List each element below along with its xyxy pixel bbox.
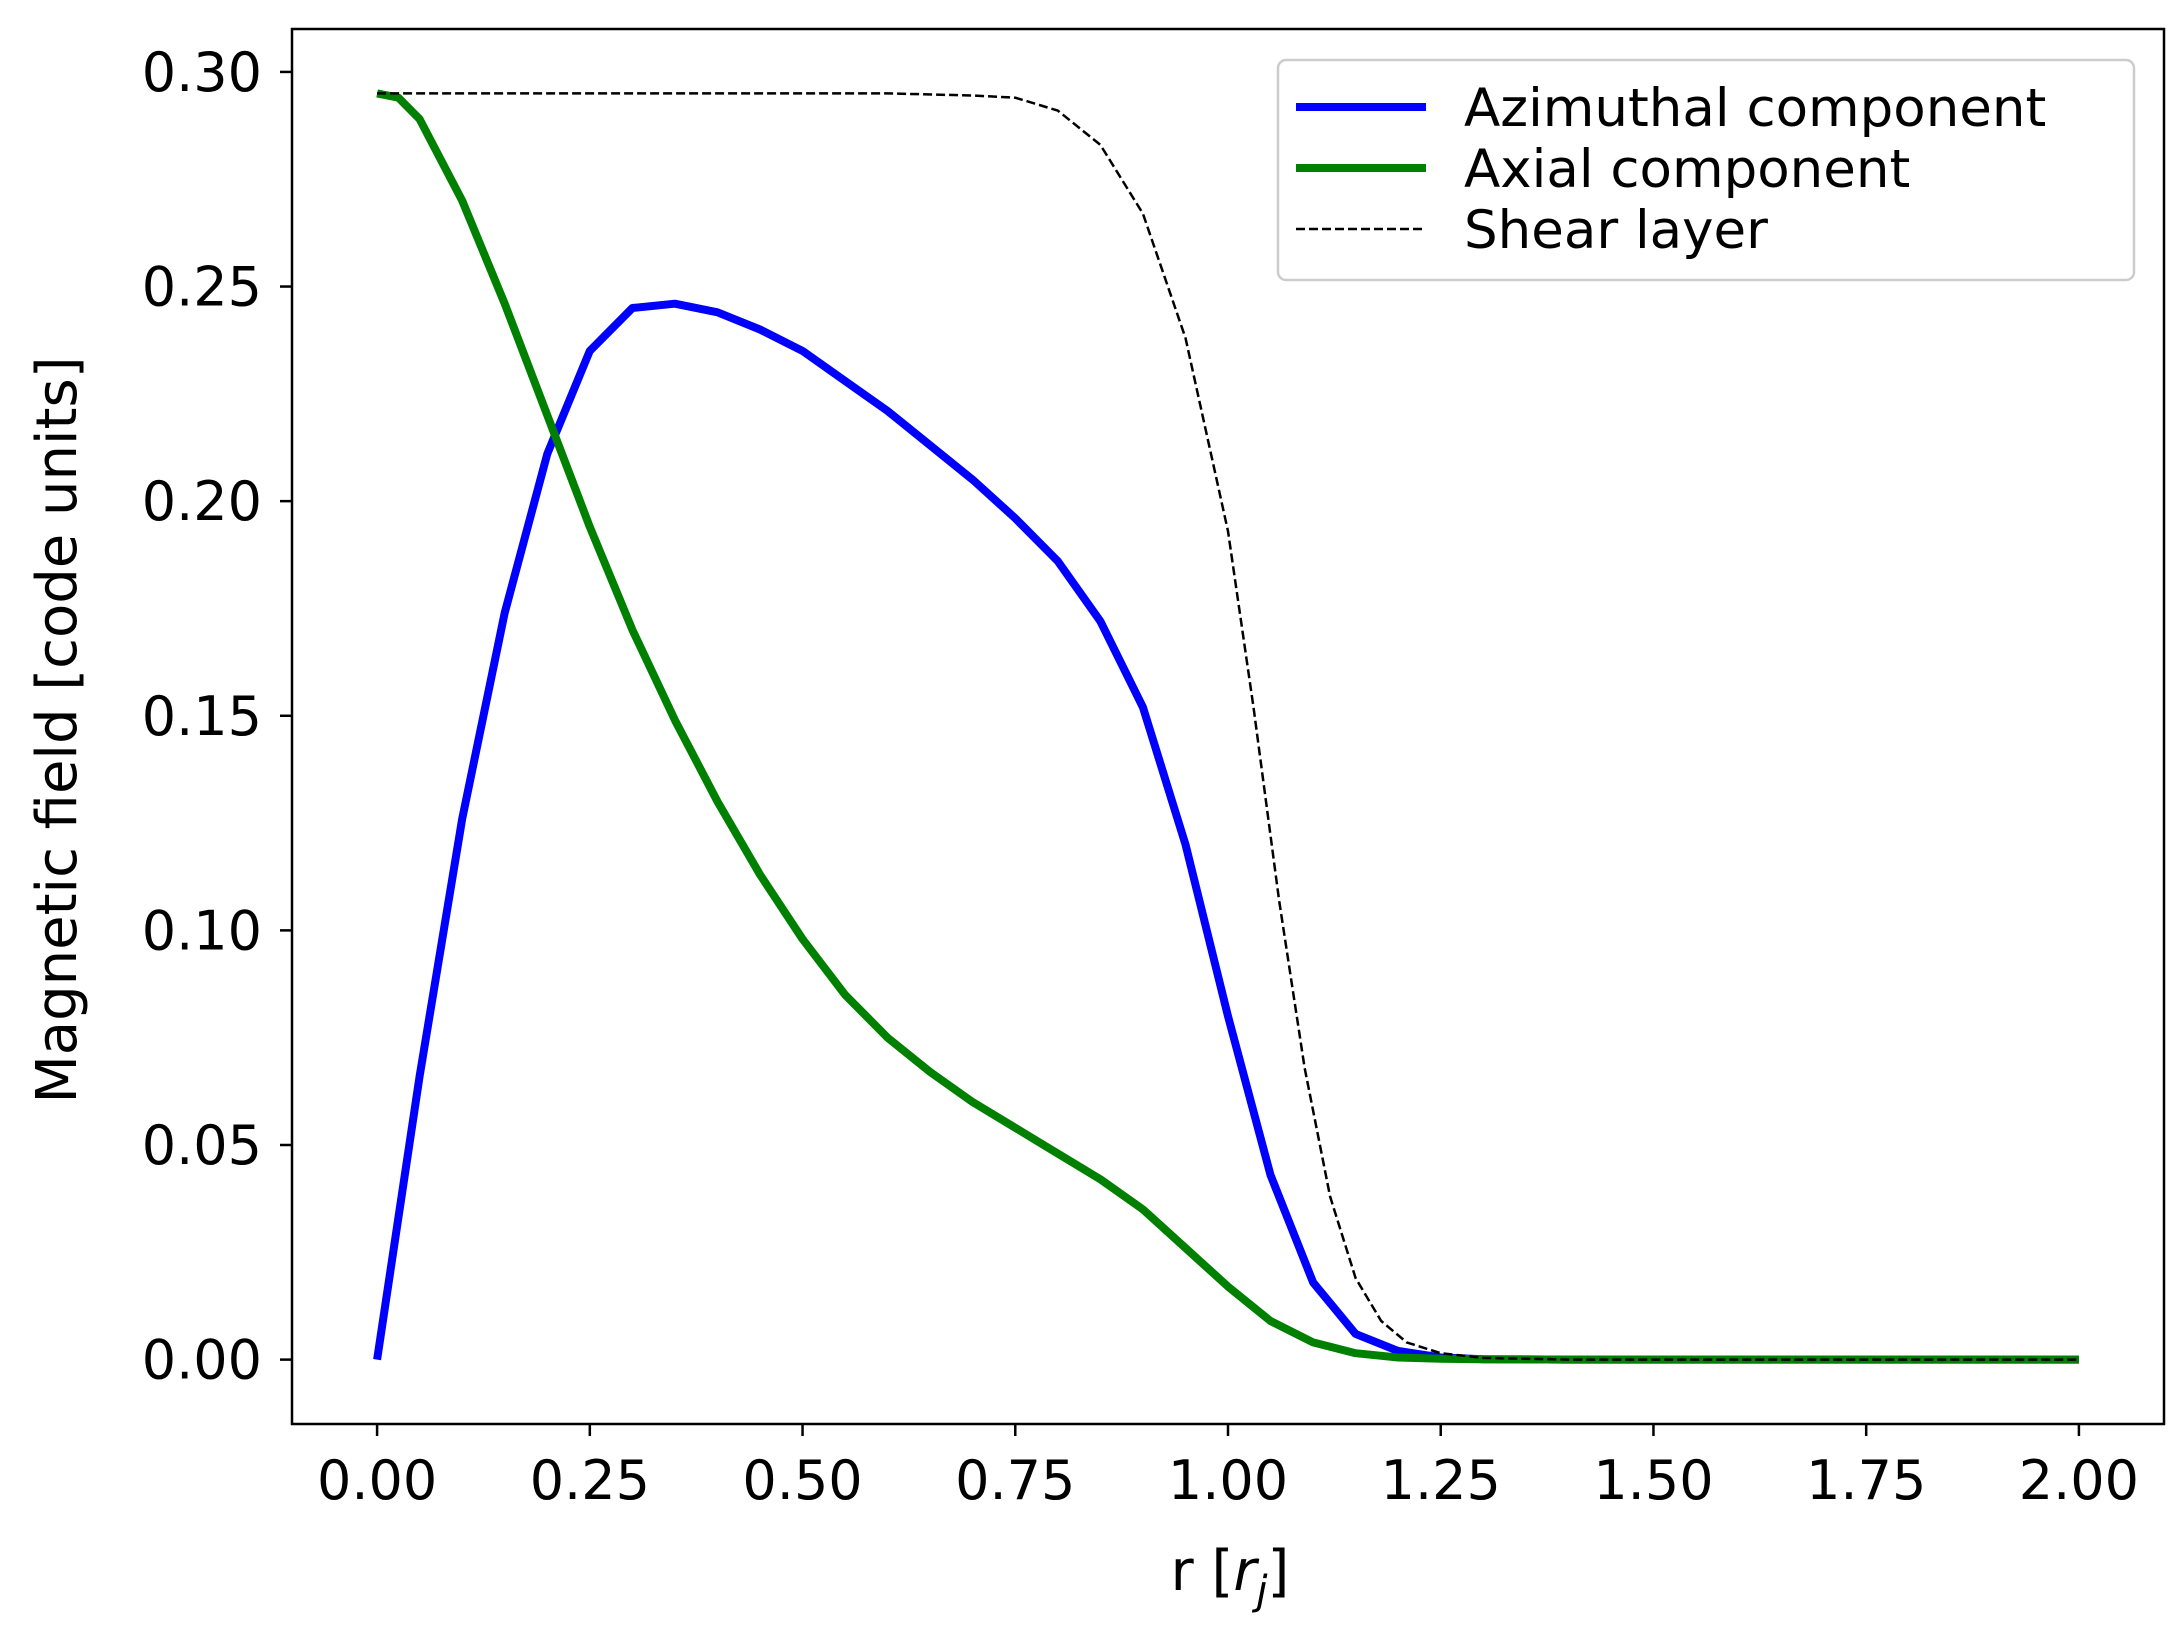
x-axis-label-subscript: j [1251,1568,1268,1614]
x-tick-label: 1.50 [1593,1449,1713,1512]
series-layer [373,89,2079,1364]
y-tick-label: 0.20 [142,470,262,533]
x-tick-label: 0.00 [317,1449,437,1512]
legend-box [1276,58,2136,282]
legend-label-azimuthal-component: Azimuthal component [1464,78,2046,139]
x-axis: 0.00 0.25 0.50 0.75 1.00 1.25 1.50 1.75 2.00 [317,1424,2139,1512]
legend-label-axial-component: Axial component [1464,139,1910,200]
x-tick-label: 1.75 [1806,1449,1926,1512]
series-line-shear-layer [377,92,2079,1361]
x-tick-label: 2.00 [2019,1449,2139,1512]
y-tick-label: 0.00 [142,1329,262,1392]
x-tick-label: 0.50 [742,1449,862,1512]
y-tick-label: 0.05 [142,1114,262,1177]
x-tick-label: 1.00 [1168,1449,1288,1512]
y-axis: 0.00 0.05 0.10 0.15 0.20 0.25 0.30 [142,41,292,1392]
series-line-axial-component [376,89,2079,1364]
x-axis-label-symbol: r [1233,1539,1259,1604]
x-axis-label-prefix: r [ [1171,1539,1234,1604]
x-tick-label: 1.25 [1381,1449,1501,1512]
x-axis-label: r [rj] [1171,1539,1290,1614]
x-axis-label-suffix: ] [1267,1539,1289,1604]
y-tick-label: 0.15 [142,685,262,748]
y-tick-label: 0.25 [142,256,262,319]
x-tick-label: 0.75 [955,1449,1075,1512]
legend-label-shear-layer: Shear layer [1464,200,1768,261]
y-axis-label: Magnetic field [code units] [25,356,90,1103]
y-tick-label: 0.30 [142,41,262,104]
y-tick-label: 0.10 [142,899,262,962]
x-tick-label: 0.25 [530,1449,650,1512]
